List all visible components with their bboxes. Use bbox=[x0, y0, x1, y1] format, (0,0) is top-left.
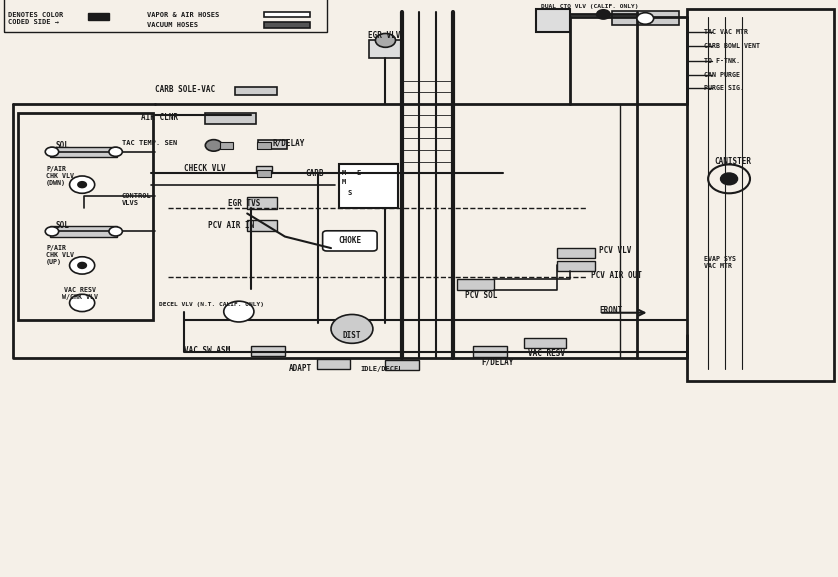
Bar bbox=[612, 11, 679, 25]
Text: DECEL VLV (N.T. CALIF. ONLY): DECEL VLV (N.T. CALIF. ONLY) bbox=[159, 302, 264, 307]
Text: PCV VLV: PCV VLV bbox=[599, 246, 632, 256]
Text: CARB: CARB bbox=[306, 168, 324, 178]
Text: TAC TEMP. SEN: TAC TEMP. SEN bbox=[122, 140, 177, 145]
Text: CARB SOLE-VAC: CARB SOLE-VAC bbox=[155, 85, 215, 94]
Circle shape bbox=[637, 13, 654, 24]
Circle shape bbox=[331, 314, 373, 343]
Text: F/DELAY: F/DELAY bbox=[482, 357, 515, 366]
Bar bbox=[235, 87, 277, 95]
Text: PURGE SIG.: PURGE SIG. bbox=[704, 85, 744, 91]
FancyBboxPatch shape bbox=[323, 231, 377, 251]
Text: P/AIR
CHK VLV
(DWN): P/AIR CHK VLV (DWN) bbox=[46, 166, 74, 186]
Bar bbox=[247, 220, 277, 231]
Bar bbox=[264, 12, 310, 17]
Bar bbox=[264, 22, 310, 28]
Circle shape bbox=[45, 147, 59, 156]
Bar bbox=[50, 147, 117, 157]
Bar bbox=[473, 346, 507, 357]
Circle shape bbox=[375, 33, 396, 47]
Bar bbox=[205, 113, 256, 124]
Text: IDLE/DECEL: IDLE/DECEL bbox=[360, 366, 403, 372]
Bar bbox=[457, 279, 494, 290]
Bar bbox=[385, 360, 419, 370]
Text: ADAPT: ADAPT bbox=[289, 364, 313, 373]
Text: R/DELAY: R/DELAY bbox=[272, 138, 305, 148]
Text: TO F-TNK.: TO F-TNK. bbox=[704, 58, 740, 63]
Bar bbox=[524, 338, 566, 348]
Circle shape bbox=[109, 227, 122, 236]
Circle shape bbox=[78, 182, 86, 188]
Text: E: E bbox=[356, 170, 360, 176]
Text: EGR VLV: EGR VLV bbox=[368, 31, 400, 40]
Text: EGR TVS: EGR TVS bbox=[228, 198, 261, 208]
Bar bbox=[369, 40, 402, 58]
Text: PCV AIR OUT: PCV AIR OUT bbox=[591, 271, 642, 280]
Text: VAPOR & AIR HOSES: VAPOR & AIR HOSES bbox=[147, 12, 219, 18]
Circle shape bbox=[70, 294, 95, 312]
Text: VAC SW ASM: VAC SW ASM bbox=[184, 346, 230, 355]
Bar bbox=[257, 170, 271, 177]
Text: AIR CLNR: AIR CLNR bbox=[141, 113, 178, 122]
Bar bbox=[251, 346, 285, 356]
Circle shape bbox=[109, 147, 122, 156]
Text: TAC VAC MTR: TAC VAC MTR bbox=[704, 29, 748, 35]
Bar bbox=[220, 142, 233, 149]
Text: S: S bbox=[348, 190, 352, 196]
Text: CHECK VLV: CHECK VLV bbox=[184, 164, 226, 173]
Bar bbox=[317, 359, 350, 369]
Circle shape bbox=[205, 140, 222, 151]
Text: FRONT: FRONT bbox=[599, 306, 623, 315]
Bar bbox=[247, 197, 277, 209]
Text: M: M bbox=[342, 170, 346, 176]
Bar bbox=[50, 226, 117, 237]
Text: EVAP SYS
VAC MTR: EVAP SYS VAC MTR bbox=[704, 256, 736, 269]
Bar bbox=[536, 9, 570, 32]
Circle shape bbox=[45, 227, 59, 236]
Bar bbox=[339, 164, 398, 208]
Bar bbox=[257, 142, 271, 149]
Bar bbox=[18, 113, 153, 320]
Text: SOL: SOL bbox=[56, 220, 70, 230]
Text: M: M bbox=[342, 179, 346, 185]
Bar bbox=[256, 166, 272, 173]
Bar bbox=[687, 9, 834, 381]
Circle shape bbox=[597, 10, 610, 19]
Text: CAN PURGE: CAN PURGE bbox=[704, 72, 740, 78]
Text: VAC RESV: VAC RESV bbox=[528, 349, 565, 358]
Text: PCV AIR IN: PCV AIR IN bbox=[208, 220, 254, 230]
Text: CANISTER: CANISTER bbox=[715, 157, 752, 166]
Bar bbox=[557, 248, 595, 258]
Circle shape bbox=[78, 263, 86, 268]
Text: DIST: DIST bbox=[343, 331, 361, 340]
Text: DENOTES COLOR
CODED SIDE →: DENOTES COLOR CODED SIDE → bbox=[8, 12, 64, 25]
Text: CHOKE: CHOKE bbox=[339, 236, 361, 245]
Text: PCV SOL: PCV SOL bbox=[465, 291, 498, 300]
Text: VACUUM HOSES: VACUUM HOSES bbox=[147, 23, 198, 28]
Circle shape bbox=[224, 301, 254, 322]
Circle shape bbox=[70, 257, 95, 274]
Bar bbox=[258, 140, 287, 149]
Bar bbox=[557, 261, 595, 271]
Text: SOL: SOL bbox=[56, 141, 70, 150]
Text: VAC RESV
W/CHK VLV: VAC RESV W/CHK VLV bbox=[62, 287, 97, 299]
Bar bbox=[4, 0, 327, 32]
Text: CONTROL
VLVS: CONTROL VLVS bbox=[122, 193, 152, 205]
Text: CARB BOWL VENT: CARB BOWL VENT bbox=[704, 43, 760, 49]
Text: DUAL CTO VLV (CALIF. ONLY): DUAL CTO VLV (CALIF. ONLY) bbox=[541, 5, 638, 9]
Circle shape bbox=[70, 176, 95, 193]
Bar bbox=[88, 13, 109, 20]
Text: P/AIR
CHK VLV
(UP): P/AIR CHK VLV (UP) bbox=[46, 245, 74, 265]
Circle shape bbox=[721, 173, 737, 185]
